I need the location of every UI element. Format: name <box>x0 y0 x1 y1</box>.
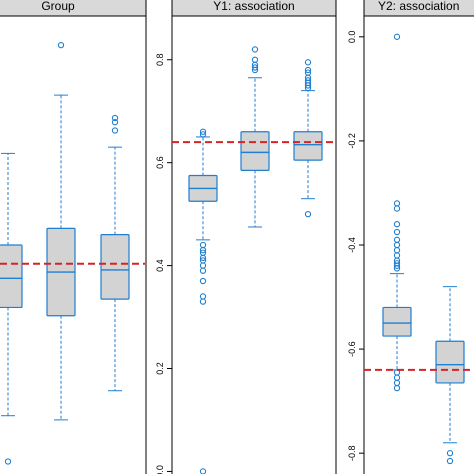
box-1 <box>188 128 218 474</box>
outlier-point <box>4 458 12 465</box>
panel-y1-y-axis: 0.0 0.2 0.4 0.6 0.8 <box>155 53 172 474</box>
outlier-point <box>304 210 312 218</box>
outlier-point <box>111 127 119 134</box>
outlier-point <box>199 262 207 269</box>
outlier-point <box>393 374 401 381</box>
box-1 <box>382 33 412 392</box>
panel-y1-frame <box>171 15 337 474</box>
outlier-point <box>393 247 401 254</box>
outlier-point <box>251 64 259 71</box>
outlier-point <box>393 384 401 392</box>
outlier-point <box>111 114 119 122</box>
outlier-point <box>111 119 119 126</box>
panel-group: Group <box>0 0 147 474</box>
outlier-point <box>199 246 207 254</box>
panel-y1: Y1: association 0.0 0.2 0.4 0.6 0.8 <box>155 0 337 474</box>
y-tick-label: 0.2 <box>155 362 165 375</box>
outlier-point <box>199 254 207 262</box>
outlier-point <box>199 267 207 274</box>
y-tick-label: -0.2 <box>347 133 357 149</box>
outlier-point <box>199 131 207 138</box>
outlier-point <box>199 277 207 285</box>
box-iqr <box>382 306 412 337</box>
box-iqr <box>293 131 323 161</box>
outlier-point <box>393 221 401 228</box>
box-3 <box>100 114 130 392</box>
box-2 <box>240 46 270 228</box>
outlier-point <box>304 59 312 66</box>
box-iqr <box>435 340 465 384</box>
y-tick-label: 0.4 <box>155 259 165 272</box>
box-iqr <box>240 131 270 171</box>
outlier-point <box>199 298 207 305</box>
panel-y2-plot <box>364 33 474 465</box>
outlier-point <box>199 293 207 300</box>
box-iqr <box>100 233 130 300</box>
y-tick-label: -0.6 <box>347 341 357 357</box>
panel-y2: Y2: association 0.0 -0.2 -0.4 -0.6 -0.8 <box>347 0 474 474</box>
box-2 <box>46 41 76 421</box>
box-iqr <box>0 244 23 309</box>
outlier-point <box>251 56 259 63</box>
y-tick-label: -0.8 <box>347 445 357 461</box>
box-1 <box>0 152 23 465</box>
outlier-point <box>393 228 401 236</box>
panel-group-plot <box>0 41 145 465</box>
y-tick-label: 0.0 <box>347 31 357 44</box>
panel-y1-title: Y1: association <box>213 0 294 13</box>
panel-y1-plot <box>172 46 336 474</box>
panel-y2-title: Y2: association <box>378 0 459 13</box>
outlier-point <box>57 41 65 49</box>
outlier-point <box>393 379 401 387</box>
y-tick-label: 0.0 <box>155 465 165 474</box>
outlier-point <box>199 468 207 474</box>
outlier-point <box>304 69 312 76</box>
outlier-point <box>393 252 401 259</box>
outlier-point <box>304 77 312 84</box>
y-tick-label: -0.4 <box>347 237 357 253</box>
outlier-point <box>393 33 401 40</box>
panel-group-frame <box>0 15 147 474</box>
outlier-point <box>393 236 401 243</box>
box-3 <box>293 59 323 218</box>
outlier-point <box>446 450 454 457</box>
outlier-point <box>393 241 401 249</box>
outlier-point <box>393 260 401 267</box>
box-2 <box>435 286 465 465</box>
outlier-point <box>304 66 312 74</box>
outlier-point <box>446 457 454 465</box>
panel-y2-frame <box>363 15 474 474</box>
panel-y2-y-axis: 0.0 -0.2 -0.4 -0.6 -0.8 <box>347 31 364 461</box>
outlier-point <box>393 205 401 212</box>
y-tick-label: 0.8 <box>155 53 165 66</box>
outlier-point <box>251 46 259 53</box>
panel-group-title: Group <box>41 0 75 13</box>
outlier-point <box>199 128 207 135</box>
outlier-point <box>393 200 401 207</box>
outlier-point <box>199 241 207 249</box>
y-tick-label: 0.6 <box>155 156 165 169</box>
